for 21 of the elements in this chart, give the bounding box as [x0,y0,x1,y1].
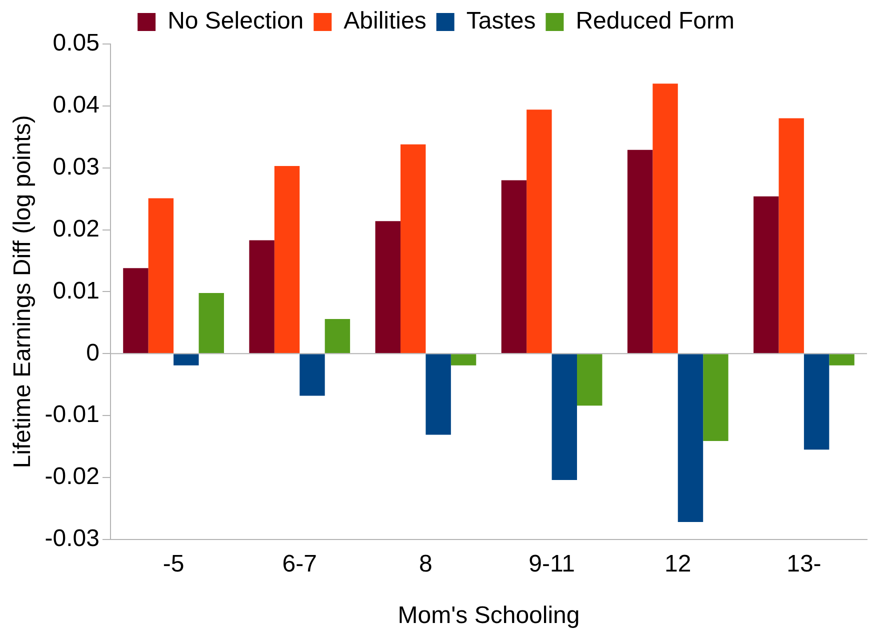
x-tick-label: 9-11 [528,550,575,578]
x-tick-label: 12 [664,550,692,578]
y-tick-label: 0.03 [52,153,100,180]
legend-label: Abilities [344,8,426,35]
legend-label: No Selection [168,8,304,35]
x-tick-label: 6-7 [282,550,317,578]
y-tick-label: -0.02 [44,463,100,490]
y-tick-label: -0.01 [44,401,100,428]
y-tick-label: 0.01 [52,277,100,304]
y-tick-label: 0.02 [52,215,100,242]
y-tick-label: 0 [86,339,100,366]
x-axis-title: Mom's Schooling [398,602,580,630]
y-tick-label: 0.04 [52,92,100,119]
legend-label: Reduced Form [576,8,734,35]
x-tick-label: 8 [419,550,432,578]
y-tick-label: 0.05 [52,30,100,57]
y-axis-title: Lifetime Earnings Diff (log points) [9,115,36,468]
x-tick-label: -5 [162,550,184,578]
x-tick-label: 13- [786,550,822,578]
y-tick-label: -0.03 [44,525,100,552]
legend-label: Tastes [466,8,536,35]
